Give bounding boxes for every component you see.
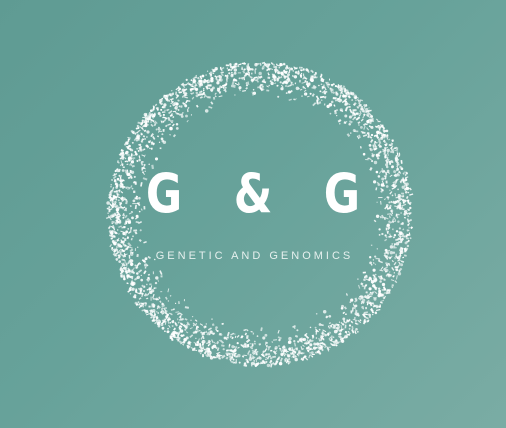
logo-wordmark: G & G [145, 162, 379, 225]
logo-tagline: GENETIC AND GENOMICS [155, 250, 354, 262]
